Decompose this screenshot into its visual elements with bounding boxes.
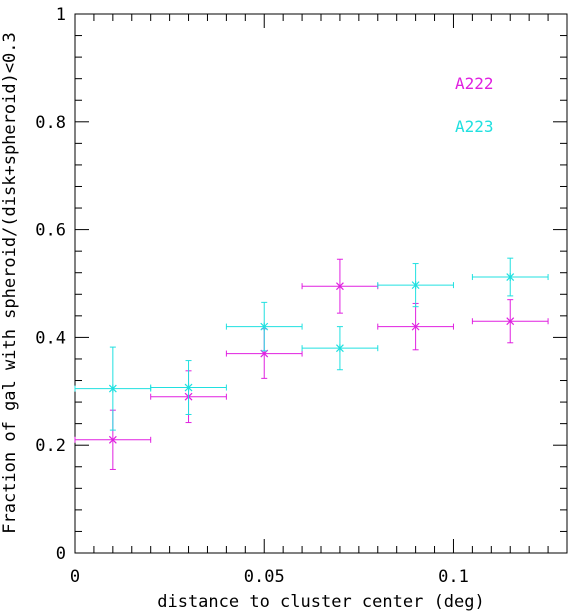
data-point [260, 322, 269, 331]
x-tick-label: 0.05 [244, 567, 285, 587]
series-a222 [74, 258, 549, 470]
legend-entry-a223: A223 [455, 117, 494, 136]
y-tick-labels: 0 0.2 0.4 0.6 0.8 1 [35, 5, 66, 564]
y-tick-label: 0.2 [35, 436, 66, 456]
axis-ticks [74, 13, 568, 554]
y-axis-label: Fraction of gal with spheroid/(disk+sphe… [0, 32, 20, 534]
data-point [108, 384, 117, 393]
data-point [506, 317, 515, 326]
data-point [411, 322, 420, 331]
legend: A222 A223 [455, 74, 494, 136]
y-tick-label: 0.4 [35, 328, 66, 348]
plot-frame [74, 13, 568, 554]
x-tick-labels: 0 0.05 0.1 [70, 567, 469, 587]
data-point [108, 435, 117, 444]
data-point [335, 282, 344, 291]
data-point [411, 281, 420, 290]
x-tick-label: 0.1 [438, 567, 469, 587]
legend-entry-a222: A222 [455, 74, 494, 93]
x-tick-label: 0 [70, 567, 80, 587]
data-point [335, 344, 344, 353]
x-axis-label: distance to cluster center (deg) [157, 592, 485, 612]
y-tick-label: 0.8 [35, 113, 66, 133]
data-point [506, 273, 515, 282]
y-tick-label: 0.6 [35, 221, 66, 241]
series-a223 [74, 257, 549, 431]
data-point [184, 383, 193, 392]
y-tick-label: 0 [56, 544, 66, 564]
series-layer [74, 257, 549, 470]
y-tick-label: 1 [56, 5, 66, 25]
